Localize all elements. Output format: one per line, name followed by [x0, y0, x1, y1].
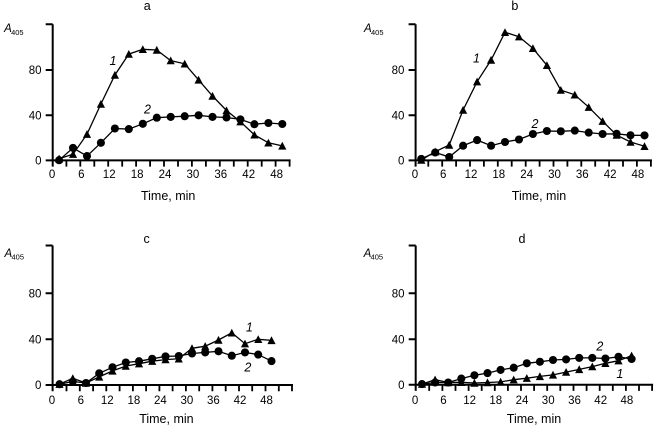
- svg-text:18: 18: [131, 169, 144, 181]
- svg-text:1: 1: [473, 52, 480, 66]
- svg-text:80: 80: [392, 65, 405, 77]
- svg-text:24: 24: [520, 169, 533, 181]
- svg-text:Time, min: Time, min: [141, 189, 195, 203]
- svg-text:80: 80: [29, 289, 42, 301]
- svg-text:A: A: [363, 248, 372, 260]
- svg-text:36: 36: [214, 169, 227, 181]
- svg-text:80: 80: [392, 289, 405, 301]
- svg-text:42: 42: [594, 395, 607, 407]
- svg-text:0: 0: [412, 395, 418, 407]
- svg-text:42: 42: [604, 169, 617, 181]
- svg-text:Time, min: Time, min: [512, 189, 566, 203]
- svg-text:Time, min: Time, min: [507, 412, 561, 426]
- svg-text:40: 40: [392, 335, 405, 347]
- svg-text:42: 42: [234, 395, 247, 407]
- svg-text:b: b: [511, 0, 518, 13]
- svg-text:40: 40: [392, 111, 405, 123]
- svg-text:d: d: [519, 232, 526, 246]
- svg-text:42: 42: [242, 169, 255, 181]
- svg-text:12: 12: [465, 169, 478, 181]
- svg-text:0: 0: [35, 156, 41, 168]
- svg-text:1: 1: [110, 54, 117, 68]
- svg-text:405: 405: [371, 253, 384, 262]
- svg-text:0: 0: [49, 395, 55, 407]
- svg-text:12: 12: [103, 169, 116, 181]
- svg-text:12: 12: [463, 395, 476, 407]
- svg-text:2: 2: [531, 117, 539, 131]
- svg-text:a: a: [144, 0, 151, 13]
- svg-text:40: 40: [29, 335, 42, 347]
- svg-text:30: 30: [187, 169, 200, 181]
- svg-text:0: 0: [398, 380, 404, 392]
- svg-text:12: 12: [101, 395, 114, 407]
- svg-text:30: 30: [548, 169, 561, 181]
- svg-text:Time, min: Time, min: [139, 412, 193, 426]
- svg-text:40: 40: [29, 111, 42, 123]
- svg-text:6: 6: [440, 169, 446, 181]
- svg-text:0: 0: [35, 380, 41, 392]
- svg-text:405: 405: [12, 253, 25, 262]
- svg-text:24: 24: [516, 395, 529, 407]
- svg-text:24: 24: [154, 395, 167, 407]
- svg-text:2: 2: [143, 102, 151, 116]
- svg-text:18: 18: [489, 395, 502, 407]
- svg-text:0: 0: [412, 169, 418, 181]
- svg-text:18: 18: [492, 169, 505, 181]
- svg-text:1: 1: [616, 367, 623, 381]
- svg-text:30: 30: [542, 395, 555, 407]
- svg-text:405: 405: [371, 28, 384, 37]
- svg-text:36: 36: [568, 395, 581, 407]
- svg-text:6: 6: [440, 395, 446, 407]
- svg-text:2: 2: [243, 361, 251, 375]
- svg-text:405: 405: [11, 28, 24, 37]
- svg-text:0: 0: [49, 169, 55, 181]
- svg-text:48: 48: [632, 169, 645, 181]
- svg-text:A: A: [3, 23, 12, 35]
- svg-text:1: 1: [246, 321, 253, 335]
- svg-text:6: 6: [78, 169, 84, 181]
- svg-text:18: 18: [128, 395, 141, 407]
- svg-text:A: A: [363, 23, 372, 35]
- svg-text:0: 0: [398, 156, 404, 168]
- svg-text:2: 2: [595, 340, 603, 354]
- svg-text:24: 24: [159, 169, 172, 181]
- svg-text:A: A: [4, 248, 13, 260]
- svg-text:30: 30: [181, 395, 194, 407]
- svg-text:48: 48: [621, 395, 634, 407]
- svg-text:6: 6: [78, 395, 84, 407]
- svg-text:48: 48: [270, 169, 283, 181]
- svg-text:36: 36: [576, 169, 589, 181]
- svg-text:36: 36: [207, 395, 220, 407]
- svg-text:48: 48: [260, 395, 273, 407]
- svg-text:80: 80: [29, 65, 42, 77]
- svg-text:c: c: [143, 232, 149, 246]
